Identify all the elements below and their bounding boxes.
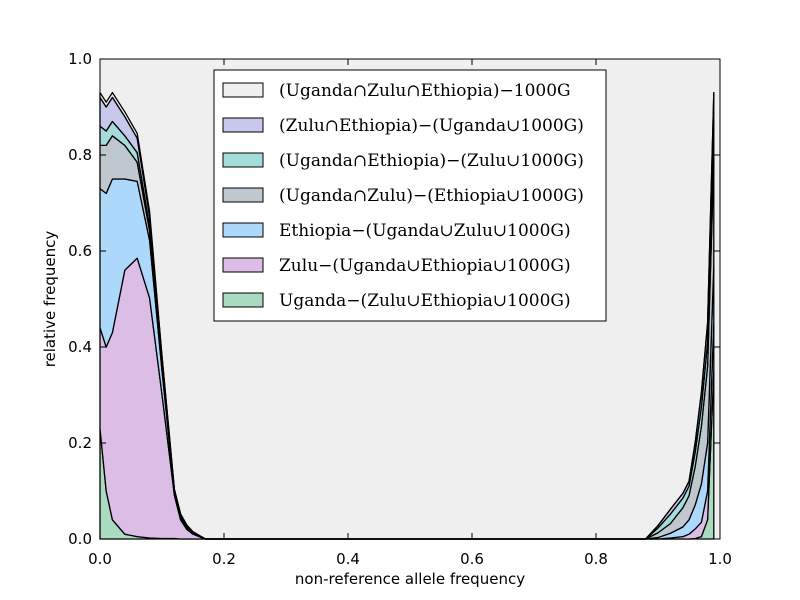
x-axis-ticks: 0.0 0.2 0.4 0.6 0.8 1.0 [88, 59, 732, 568]
plot-frame [99, 58, 721, 540]
x-tick-label: 0.6 [460, 550, 484, 568]
x-tick-label: 0.4 [336, 550, 360, 568]
y-tick-label: 0.6 [68, 242, 92, 260]
y-axis-ticks: 0.0 0.2 0.4 0.6 0.8 1.0 [68, 50, 720, 548]
y-tick-label: 0.4 [68, 338, 92, 356]
legend-entry: (Uganda∩Zulu)−(Ethiopia∪1000G) [279, 186, 584, 206]
legend-swatch [222, 82, 264, 98]
legend: (Uganda∩Zulu∩Ethiopia)−1000G (Zulu∩Ethiop… [213, 69, 607, 322]
legend-entry: Zulu−(Uganda∪Ethiopia∪1000G) [279, 256, 571, 276]
legend-entry: (Uganda∩Ethiopia)−(Zulu∪1000G) [279, 151, 584, 171]
y-tick-label: 0.2 [68, 434, 92, 452]
legend-entry: Uganda−(Zulu∪Ethiopia∪1000G) [279, 291, 571, 311]
y-axis-label: relative frequency [41, 231, 59, 368]
legend-frame [213, 69, 607, 322]
area-series-6 [99, 91, 715, 540]
legend-entry: (Uganda∩Zulu∩Ethiopia)−1000G [279, 81, 571, 101]
x-tick-label: 1.0 [708, 550, 732, 568]
legend-entry: (Zulu∩Ethiopia)−(Uganda∪1000G) [279, 116, 584, 136]
x-tick-label: 0.2 [212, 550, 236, 568]
x-axis-label: non-reference allele frequency [295, 570, 525, 588]
x-tick-label: 0.8 [584, 550, 608, 568]
legend-swatch [222, 257, 264, 273]
legend-entry: Ethiopia−(Uganda∪Zulu∪1000G) [279, 221, 571, 241]
legend-swatch [222, 222, 264, 238]
legend-swatch [222, 187, 264, 203]
legend-swatch [222, 117, 264, 133]
y-tick-label: 0.0 [68, 530, 92, 548]
legend-swatch [222, 152, 264, 168]
x-tick-label: 0.0 [88, 550, 112, 568]
y-tick-label: 1.0 [68, 50, 92, 68]
y-tick-label: 0.8 [68, 146, 92, 164]
legend-swatch [222, 292, 264, 308]
